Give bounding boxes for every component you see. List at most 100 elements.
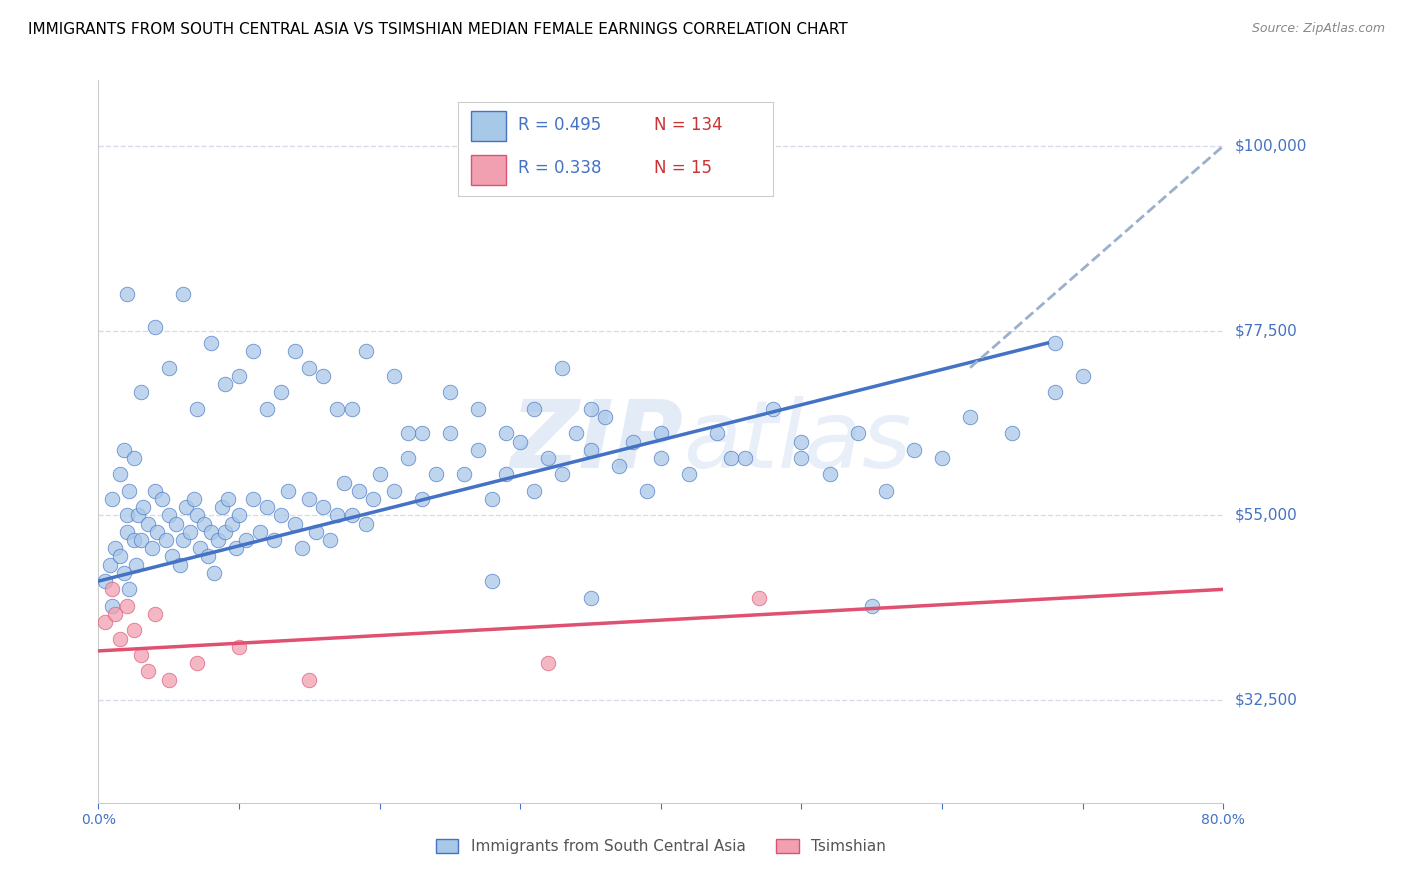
Point [509,434,531,449]
Point [179,524,201,539]
Point [846,426,869,441]
Point [118,483,141,498]
Point [256,500,278,515]
Point [94,574,117,588]
Point [354,344,377,359]
Point [636,483,658,498]
Point [193,516,215,531]
Point [411,491,433,506]
Point [903,442,925,457]
Point [104,607,127,621]
Point [150,491,173,506]
Point [146,524,169,539]
Point [101,491,124,506]
Point [118,582,141,597]
Point [284,516,307,531]
Point [202,566,225,580]
Point [790,450,813,465]
Point [186,401,208,416]
Point [157,508,180,523]
Point [333,475,356,490]
Point [242,491,264,506]
Point [160,549,183,564]
Point [1001,426,1024,441]
Text: $32,500: $32,500 [1234,693,1298,707]
Point [439,385,461,400]
Point [136,665,159,679]
Point [495,467,517,482]
Point [1043,336,1066,351]
Point [235,533,257,547]
Point [101,599,124,613]
Point [122,533,145,547]
Point [169,558,191,572]
Point [579,401,602,416]
Point [347,483,370,498]
Point [200,524,222,539]
Point [650,450,672,465]
Point [108,632,131,646]
Point [172,533,194,547]
Point [172,286,194,301]
Text: ZIP: ZIP [510,395,683,488]
Point [354,516,377,531]
Point [112,442,135,457]
Point [242,344,264,359]
Point [104,541,127,556]
Point [256,401,278,416]
Point [115,286,138,301]
Point [157,360,180,375]
Point [579,442,602,457]
Point [174,500,197,515]
Point [129,385,152,400]
Point [1071,368,1094,383]
Point [305,524,328,539]
Point [221,516,243,531]
Point [143,319,166,334]
Point [425,467,447,482]
Point [720,450,742,465]
Point [127,508,149,523]
Point [551,467,574,482]
Point [762,401,785,416]
Point [931,450,953,465]
Text: $100,000: $100,000 [1234,138,1306,153]
Point [298,491,321,506]
Point [112,566,135,580]
Point [270,508,292,523]
Point [396,426,419,441]
Point [101,582,124,597]
Point [361,491,384,506]
Point [467,401,489,416]
Point [141,541,163,556]
Point [593,409,616,424]
Point [186,657,208,671]
Point [1043,385,1066,400]
Point [298,673,321,687]
Point [214,524,236,539]
Point [263,533,285,547]
Point [411,426,433,441]
Point [734,450,756,465]
Point [165,516,187,531]
Point [650,426,672,441]
Point [537,450,560,465]
Point [396,450,419,465]
Point [129,533,152,547]
Point [108,467,131,482]
Point [291,541,314,556]
Point [225,541,247,556]
Point [200,336,222,351]
Text: Source: ZipAtlas.com: Source: ZipAtlas.com [1251,22,1385,36]
Point [523,483,546,498]
Point [197,549,219,564]
Point [312,500,335,515]
Point [132,500,155,515]
Text: $77,500: $77,500 [1234,323,1298,338]
Point [188,541,211,556]
Point [98,558,121,572]
Point [129,648,152,662]
Point [523,401,546,416]
Point [270,385,292,400]
Point [284,344,307,359]
